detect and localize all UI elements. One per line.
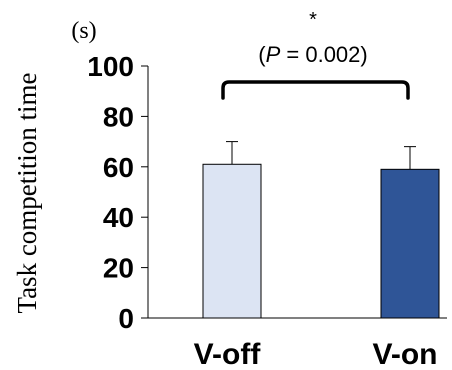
y-axis-ticks: 0 20 40 60 80 100 xyxy=(87,51,148,334)
p-value-symbol: P xyxy=(266,42,281,67)
y-tick-label: 20 xyxy=(103,253,134,284)
y-tick-label: 100 xyxy=(87,51,134,82)
p-value-label: (P = 0.002) xyxy=(258,42,367,67)
bar-v-off xyxy=(202,163,262,319)
x-axis-labels: V-off V-on xyxy=(194,338,438,370)
x-tick-label-v-on: V-on xyxy=(373,338,438,370)
p-value-number: = 0.002) xyxy=(280,42,367,67)
y-tick-label: 0 xyxy=(118,303,134,334)
significance-star: * xyxy=(309,9,317,31)
y-tick-label: 60 xyxy=(103,152,134,183)
x-tick-label-v-off: V-off xyxy=(194,338,262,370)
y-tick-label: 40 xyxy=(103,202,134,233)
unit-label: (s) xyxy=(71,18,96,44)
bar-v-on xyxy=(380,168,440,319)
bars-group xyxy=(202,141,440,319)
p-value-prefix: ( xyxy=(258,42,266,67)
significance-bracket xyxy=(221,80,410,100)
y-tick-label: 80 xyxy=(103,101,134,132)
y-axis-label: Task competition time xyxy=(12,72,42,313)
